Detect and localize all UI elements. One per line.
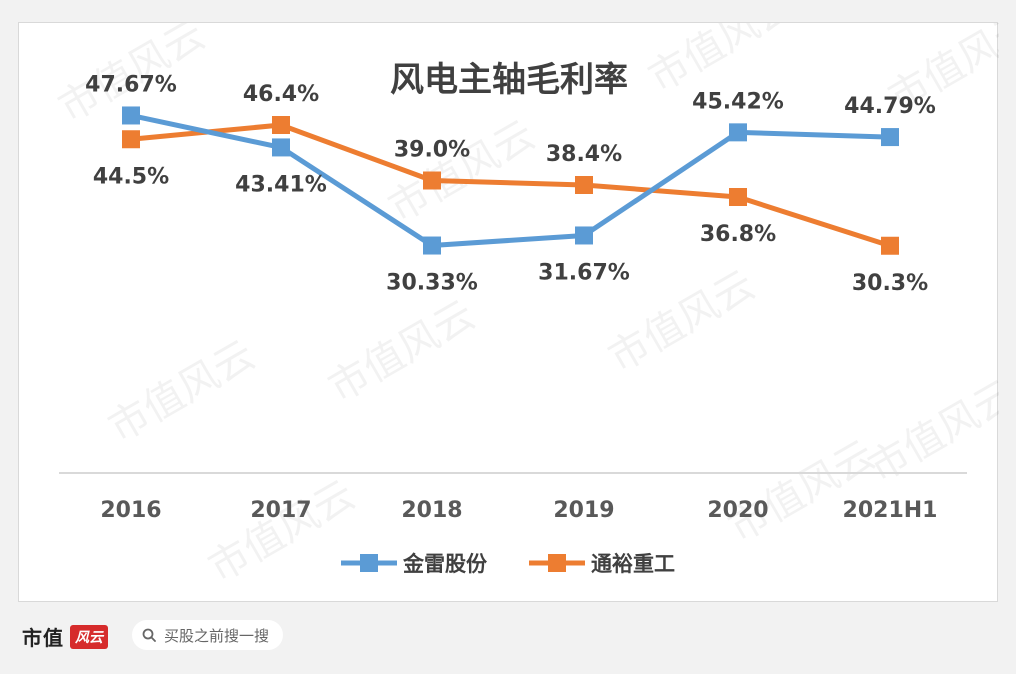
data-label: 43.41% (235, 172, 327, 197)
data-label: 47.67% (85, 72, 177, 97)
data-point-marker (729, 188, 747, 206)
x-tick-label: 2018 (401, 498, 462, 523)
search-icon (142, 628, 156, 642)
x-tick-label: 2017 (250, 498, 311, 523)
data-label: 31.67% (538, 260, 630, 285)
data-point-marker (272, 138, 290, 157)
data-label: 44.5% (93, 164, 169, 189)
brand-name: 市值 (22, 626, 64, 650)
brand-badge: 风云 (70, 624, 108, 649)
watermark-text: 市值风云 (721, 432, 883, 552)
chart-card: 市值风云 市值风云 市值风云 市值风云 市值风云 市值风云 市值风云 市值风云 市值风云 市值风云… (18, 22, 999, 602)
series-line (130, 113, 891, 249)
data-point-marker (729, 123, 747, 142)
series-line (130, 122, 891, 249)
x-axis-ticks: 2016 2017 2018 2019 2020 2021H1 (100, 498, 937, 523)
x-tick-label: 2021H1 (843, 498, 938, 523)
data-point-marker (575, 226, 593, 245)
series-layer (122, 106, 899, 255)
legend-marker (548, 554, 566, 572)
search-box[interactable]: 买股之前搜一搜 (132, 620, 284, 650)
legend-label: 金雷股份 (402, 552, 488, 576)
data-point-marker (122, 130, 140, 149)
data-label: 36.8% (700, 222, 776, 247)
data-label: 39.0% (394, 138, 470, 163)
legend: 金雷股份 通裕重工 (341, 552, 675, 576)
data-label: 38.4% (546, 142, 622, 167)
data-label: 44.79% (844, 94, 936, 119)
x-tick-label: 2020 (707, 498, 768, 523)
data-point-marker (272, 116, 290, 134)
data-label: 30.3% (852, 271, 928, 296)
watermark-text: 市值风云 (321, 292, 483, 412)
data-point-marker (881, 236, 899, 255)
data-label: 46.4% (243, 82, 319, 107)
watermark-text: 市值风云 (201, 472, 363, 592)
legend-marker (360, 554, 378, 572)
legend-label: 通裕重工 (591, 552, 675, 576)
data-label: 30.33% (386, 271, 478, 296)
x-tick-label: 2016 (100, 498, 161, 523)
data-point-marker (423, 171, 441, 190)
data-labels-layer: 47.67% 43.41% 30.33% 31.67% 45.42% 44.79% 44.5… (85, 72, 936, 295)
brand-logo[interactable]: 市值 风云 (22, 622, 108, 651)
chart-title: 风电主轴毛利率 (390, 60, 628, 100)
footer-bar: 市值 风云 买股之前搜一搜 (0, 606, 1016, 674)
data-point-marker (122, 106, 140, 125)
data-point-marker (881, 128, 899, 147)
watermark-text: 市值风云 (101, 332, 263, 452)
data-label: 45.42% (692, 89, 784, 114)
search-placeholder: 买股之前搜一搜 (164, 626, 270, 645)
x-tick-label: 2019 (553, 498, 614, 523)
data-point-marker (575, 176, 593, 194)
data-point-marker (423, 236, 441, 255)
legend-item: 金雷股份 (341, 552, 488, 576)
legend-item: 通裕重工 (529, 552, 675, 576)
